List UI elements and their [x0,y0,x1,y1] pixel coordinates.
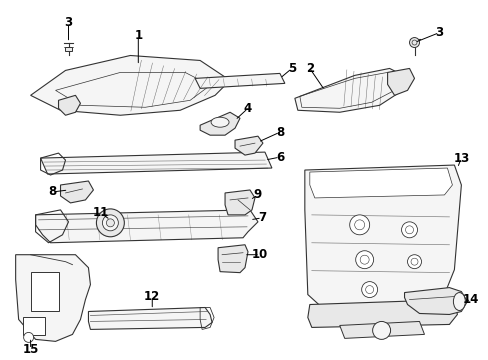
Polygon shape [195,73,285,88]
Text: 11: 11 [92,206,108,219]
Bar [22,318,44,336]
Text: 4: 4 [244,102,252,115]
Text: 14: 14 [462,293,479,306]
Ellipse shape [452,293,465,310]
Text: 1: 1 [134,29,142,42]
Circle shape [401,222,417,238]
Polygon shape [200,112,240,135]
Text: 2: 2 [305,62,313,75]
Circle shape [372,321,390,339]
Text: 6: 6 [275,150,284,163]
Text: 15: 15 [22,343,39,356]
Bar [31,272,59,311]
Text: 13: 13 [452,152,468,165]
Circle shape [23,332,34,342]
Polygon shape [59,95,81,115]
Polygon shape [16,255,90,341]
Circle shape [408,37,419,48]
Polygon shape [235,136,263,155]
Circle shape [349,215,369,235]
Text: 3: 3 [434,26,443,39]
Circle shape [361,282,377,298]
Text: 8: 8 [48,185,57,198]
Polygon shape [31,55,229,115]
Polygon shape [41,152,271,174]
Polygon shape [304,165,461,318]
Ellipse shape [211,117,228,127]
Circle shape [96,209,124,237]
Polygon shape [404,288,467,315]
Polygon shape [309,168,451,198]
Polygon shape [294,68,408,112]
Text: 8: 8 [275,126,284,139]
Polygon shape [61,181,93,203]
Text: 10: 10 [251,248,267,261]
Circle shape [355,251,373,269]
Polygon shape [88,307,212,329]
Polygon shape [36,210,258,243]
Text: 7: 7 [257,211,265,224]
Bar [64,46,72,51]
Circle shape [407,255,421,269]
Text: 9: 9 [253,188,262,202]
Text: 12: 12 [144,290,160,303]
Text: 5: 5 [287,62,295,75]
Polygon shape [387,68,414,95]
Polygon shape [307,300,456,328]
Text: 3: 3 [64,16,72,29]
Polygon shape [218,245,247,273]
Polygon shape [339,321,424,338]
Polygon shape [224,190,254,215]
Circle shape [106,219,114,227]
Circle shape [102,215,118,231]
